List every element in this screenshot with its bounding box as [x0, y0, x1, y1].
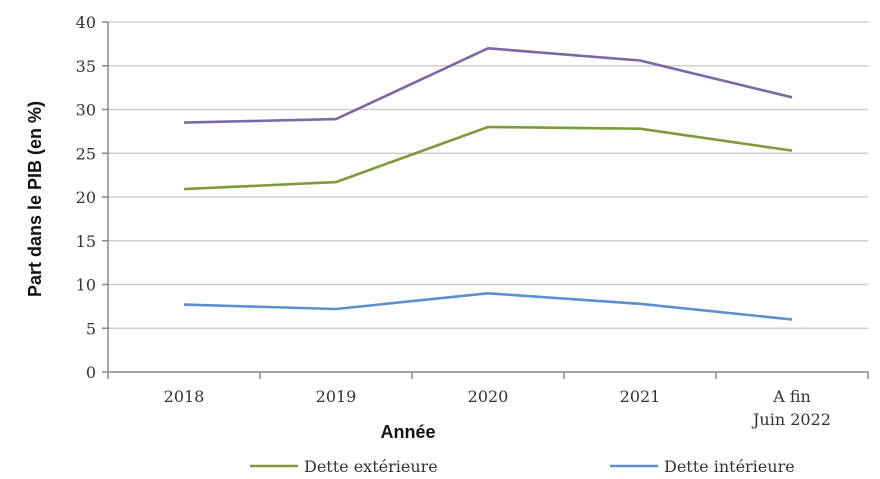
- x-tick-label: 2018: [164, 387, 205, 406]
- y-tick-label: 30: [76, 101, 96, 120]
- y-tick-label: 35: [76, 57, 96, 76]
- x-tick-label: 2020: [468, 387, 509, 406]
- y-tick-label: 0: [86, 363, 96, 382]
- x-tick-label: 2019: [316, 387, 357, 406]
- y-tick-label: 10: [76, 276, 96, 295]
- x-tick-label: A fin Juin 2022: [751, 387, 831, 429]
- series: [183, 46, 793, 321]
- x-tick-label: 2021: [620, 387, 661, 406]
- series-line: [183, 46, 793, 124]
- y-axis-title: Part dans le PIB (en %): [25, 101, 45, 297]
- x-axis-title: Année: [380, 422, 435, 442]
- y-tick-label: 25: [76, 144, 96, 163]
- y-tick-label: 40: [76, 13, 96, 32]
- legend-label: Dette extérieure: [304, 457, 438, 476]
- y-tick-label: 5: [86, 319, 96, 338]
- legend-label: Dette intérieure: [664, 457, 795, 476]
- series-line: [183, 125, 793, 191]
- y-tick-label: 20: [76, 188, 96, 207]
- y-tick-label: 15: [76, 232, 96, 251]
- axes: [102, 21, 869, 379]
- gridlines: [108, 21, 868, 329]
- legend: Dette extérieure Dette intérieure: [250, 457, 795, 476]
- series-line: [183, 291, 793, 321]
- tick-labels: 0 5 10 15 20 25 30 35 40 2018 2019 2020 2021 A fin Jui…: [76, 13, 831, 429]
